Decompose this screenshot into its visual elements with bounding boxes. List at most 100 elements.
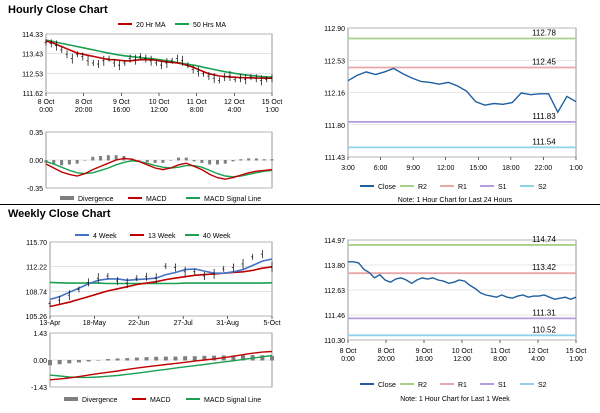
weekly-divergence-bar bbox=[57, 360, 62, 365]
weekly-divergence-bar bbox=[260, 355, 265, 361]
weekly-price-yaxis-tick-label: 115.70 bbox=[26, 240, 47, 247]
hourly-divergence-bar bbox=[270, 159, 274, 161]
weekly-price-yaxis-tick-label: 108.74 bbox=[26, 289, 48, 296]
weekly-levels-xaxis-tick-label-line: 4:00 bbox=[531, 356, 545, 363]
hourly-levels-xaxis-tick-label: 22:00 bbox=[535, 165, 553, 172]
hourly-divergence-bar bbox=[231, 160, 235, 162]
weekly-divergence-bar bbox=[231, 355, 236, 361]
hourly-levels-xaxis-tick-label: 1:00 bbox=[569, 165, 583, 172]
hourly-legend-macd-label: MACD bbox=[146, 196, 167, 203]
hourly-levels-legend-close-label: Close bbox=[378, 184, 396, 191]
weekly-price-xaxis-tick-label: 31-Aug bbox=[216, 320, 239, 327]
weekly-legend-40wk-label: 40 Week bbox=[203, 233, 231, 240]
hourly-price-xaxis-tick-label-line: 9 Oct bbox=[113, 99, 130, 106]
hourly-price-xaxis-tick-label: 9 Oct 16:00 bbox=[113, 99, 131, 114]
hourly-levels-legend-r2-label: R2 bbox=[418, 184, 427, 191]
weekly-levels-chart: 114.97 113.80 112.63 111.46 110.30 114.74 113.… bbox=[324, 235, 587, 403]
weekly-macd-chart: 1.43 0.00 -1.43 Divergence MACD MACD Signal L… bbox=[31, 331, 274, 404]
weekly-price-yaxis-tick-label: 105.26 bbox=[26, 314, 48, 321]
weekly-levels-xaxis-tick-label-line: 8 Oct bbox=[340, 348, 357, 355]
hourly-divergence-bar bbox=[223, 160, 227, 164]
weekly-levels-yaxis-tick-label: 110.30 bbox=[324, 338, 345, 345]
weekly-levels-yaxis-tick-label: 114.97 bbox=[324, 238, 345, 245]
weekly-levels-level-label-s2: 110.52 bbox=[532, 325, 556, 334]
hourly-price-xaxis-tick-label: 8 Oct 20:00 bbox=[75, 99, 93, 114]
weekly-divergence-bar bbox=[163, 356, 168, 361]
weekly-price-yaxis-tick-label: 112.22 bbox=[26, 265, 47, 272]
hourly-divergence-bar bbox=[153, 160, 157, 163]
weekly-price-xaxis-tick-label: 18-May bbox=[83, 320, 107, 327]
hourly-divergence-bar bbox=[145, 160, 149, 163]
hourly-ma50-line bbox=[45, 39, 273, 78]
weekly-levels-xaxis-tick-label: 10 Oct 12:00 bbox=[452, 348, 473, 363]
weekly-levels-note: Note: 1 Hour Chart for Last 1 Week bbox=[400, 396, 510, 403]
weekly-legend-4wk-label: 4 Week bbox=[93, 233, 117, 240]
hourly-price-xaxis-tick-label-line: 8:00 bbox=[190, 107, 204, 114]
hourly-price-xaxis-tick-label: 11 Oct 8:00 bbox=[187, 99, 207, 114]
weekly-levels-legend-close-label: Close bbox=[378, 382, 396, 389]
weekly-legend-macd-label: MACD bbox=[150, 397, 171, 404]
weekly-divergence-bar bbox=[212, 355, 217, 361]
weekly-divergence-bar bbox=[48, 360, 52, 366]
weekly-price-xaxis-tick-label: 5-Oct bbox=[263, 320, 280, 327]
weekly-divergence-bar bbox=[202, 355, 207, 361]
hourly-legend-ma50-label: 50 Hrs MA bbox=[193, 22, 226, 29]
weekly-divergence-bar bbox=[144, 357, 149, 361]
weekly-levels-legend-s1-label: S1 bbox=[498, 382, 507, 389]
hourly-divergence-bar bbox=[52, 160, 56, 165]
weekly-levels-yaxis-tick-label: 113.80 bbox=[324, 263, 345, 270]
weekly-levels-level-label-r1: 113.42 bbox=[532, 263, 556, 272]
weekly-ma13-line bbox=[49, 266, 273, 308]
hourly-price-xaxis-tick-label-line: 1:00 bbox=[265, 107, 279, 114]
weekly-divergence-bar bbox=[96, 360, 101, 361]
hourly-divergence-bar bbox=[67, 160, 71, 165]
weekly-levels-xaxis-tick-label-line: 8:00 bbox=[493, 356, 507, 363]
hourly-price-xaxis-tick-label: 10 Oct 12:00 bbox=[149, 99, 170, 114]
hourly-divergence-bar bbox=[75, 160, 79, 164]
hourly-price-frame bbox=[45, 33, 273, 94]
hourly-levels-close-line bbox=[347, 67, 577, 114]
weekly-divergence-bar bbox=[192, 356, 197, 361]
hourly-divergence-bar bbox=[138, 160, 142, 161]
weekly-divergence-bar bbox=[105, 359, 110, 361]
weekly-price-xaxis-tick-label: 22-Jun bbox=[128, 320, 150, 327]
hourly-levels-legend-s2-label: S2 bbox=[538, 184, 547, 191]
weekly-levels-xaxis-tick-label-line: 10 Oct bbox=[452, 348, 473, 355]
hourly-divergence-bar bbox=[83, 160, 87, 161]
hourly-divergence-bar bbox=[254, 158, 258, 161]
weekly-macd-yaxis-tick-label: 1.43 bbox=[33, 331, 47, 338]
hourly-levels-note: Note: 1 Hour Chart for Last 24 Hours bbox=[398, 197, 513, 204]
weekly-levels-xaxis-tick-label: 11 Oct 8:00 bbox=[490, 348, 510, 363]
weekly-divergence-bar bbox=[125, 358, 130, 361]
hourly-price-xaxis-tick-label-line: 12 Oct bbox=[224, 99, 245, 106]
weekly-levels-xaxis-tick-label: 15 Oct 1:00 bbox=[566, 348, 587, 363]
hourly-levels-yaxis-tick-label: 112.53 bbox=[324, 58, 345, 65]
hourly-price-xaxis-tick-label-line: 12:00 bbox=[150, 107, 168, 114]
weekly-levels-yaxis-tick-label: 112.63 bbox=[324, 288, 345, 295]
weekly-levels-xaxis-tick-label-line: 0:00 bbox=[341, 356, 355, 363]
weekly-divergence-bar bbox=[241, 355, 246, 361]
hourly-divergence-bar bbox=[106, 155, 110, 161]
weekly-levels-xaxis-tick-label-line: 11 Oct bbox=[490, 348, 510, 355]
weekly-price-chart: 4 Week 13 Week 40 Week 115.70 112.22 108.74 10… bbox=[26, 233, 281, 327]
hourly-divergence-bar bbox=[114, 155, 118, 161]
hourly-price-xaxis-tick-label-line: 0:00 bbox=[39, 107, 53, 114]
hourly-price-xaxis-tick-label-line: 10 Oct bbox=[149, 99, 170, 106]
hourly-levels-level-label-r1: 112.45 bbox=[532, 57, 556, 66]
weekly-section-title: Weekly Close Chart bbox=[8, 208, 111, 220]
hourly-price-yaxis-tick-label: 111.62 bbox=[23, 91, 43, 98]
hourly-price-yaxis-tick-label: 112.53 bbox=[22, 71, 43, 78]
hourly-price-xaxis-tick-label: 8 Oct 0:00 bbox=[38, 99, 55, 114]
hourly-divergence-bar bbox=[44, 160, 48, 163]
weekly-ma40-line bbox=[49, 281, 273, 285]
hourly-price-xaxis-tick-label-line: 15 Oct bbox=[262, 99, 283, 106]
weekly-macd-yaxis-tick-label: -1.43 bbox=[31, 385, 47, 392]
weekly-levels-xaxis-tick-label-line: 12 Oct bbox=[528, 348, 549, 355]
hourly-legend-signal-label: MACD Signal Line bbox=[204, 196, 261, 203]
weekly-divergence-bar bbox=[134, 357, 139, 361]
hourly-levels-yaxis-tick-label: 112.90 bbox=[324, 26, 345, 33]
weekly-macd-yaxis-tick-label: 0.00 bbox=[33, 358, 47, 365]
weekly-legend-divergence-label: Divergence bbox=[82, 397, 118, 404]
hourly-divergence-bar bbox=[247, 158, 251, 161]
weekly-price-xaxis-tick-label: 13-Apr bbox=[39, 320, 61, 327]
